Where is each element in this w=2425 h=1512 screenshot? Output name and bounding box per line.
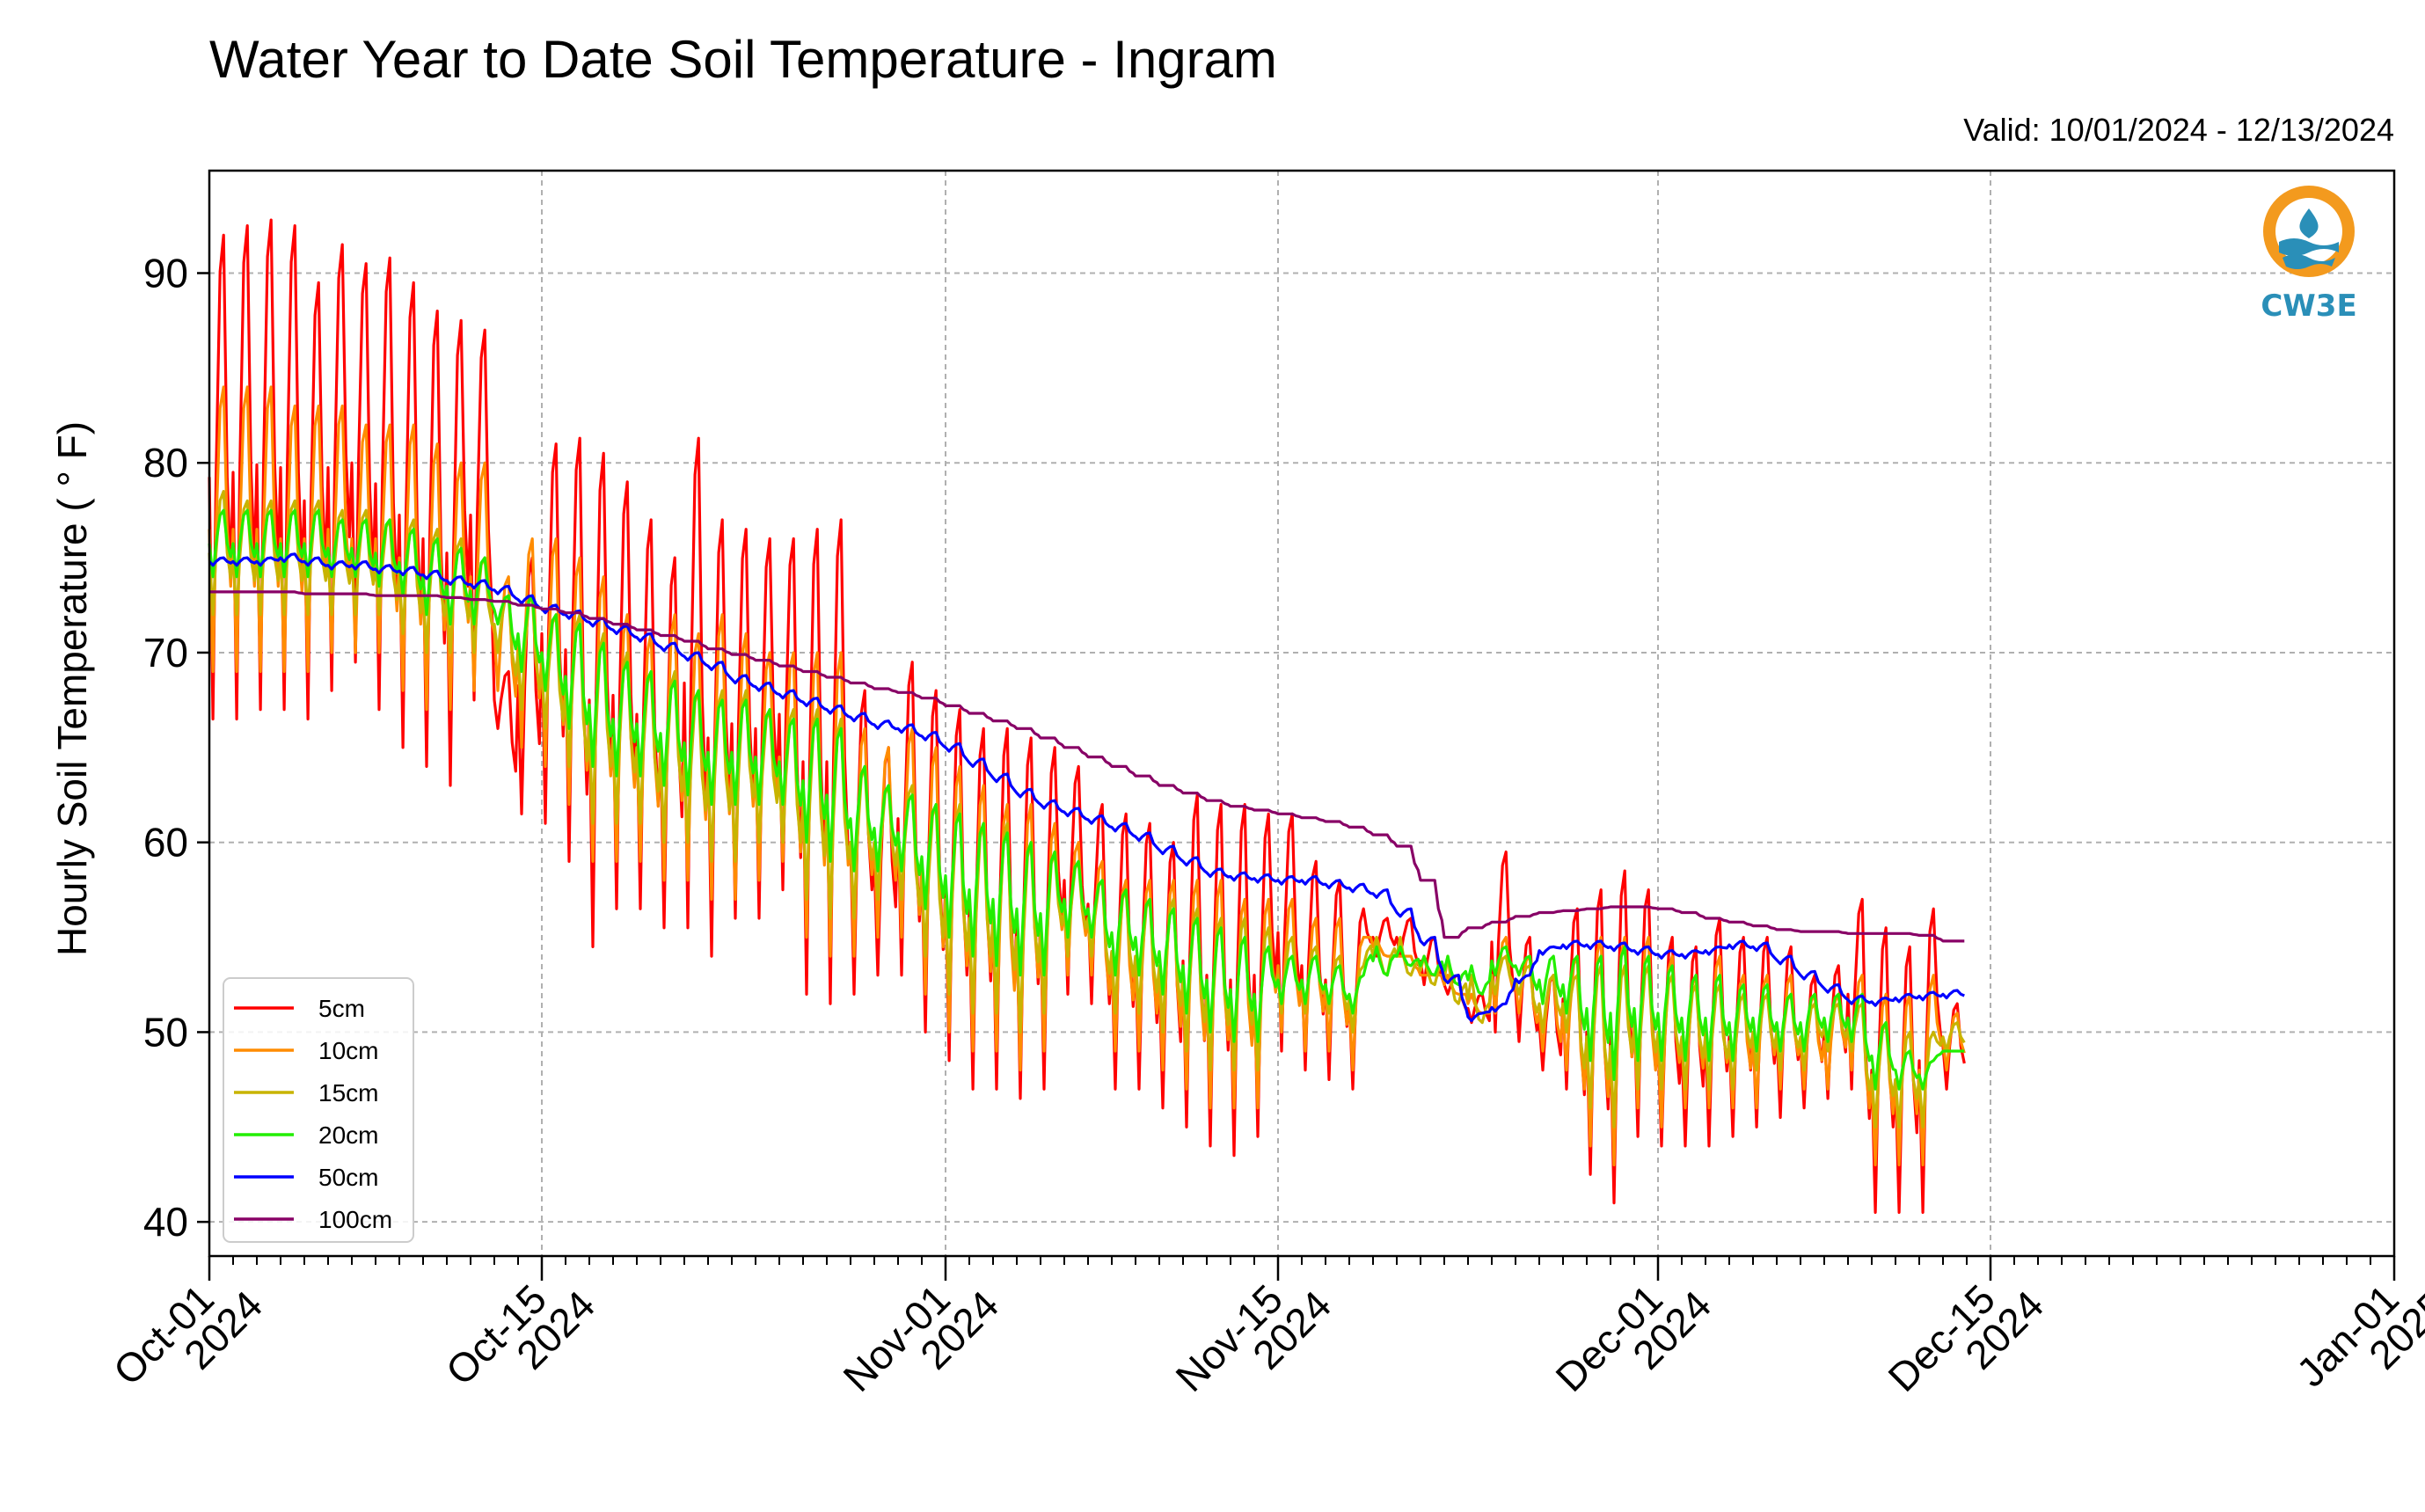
cw3e-logo: CW3E: [2261, 186, 2357, 324]
y-tick-label: 60: [143, 820, 188, 866]
series-line-20cm: [208, 508, 1965, 1091]
legend-label: 15cm: [318, 1079, 378, 1107]
series-line-100cm: [209, 590, 1965, 943]
series-line-50cm: [208, 552, 1965, 1023]
y-axis-label: Hourly Soil Temperature ( ° F): [49, 421, 95, 956]
legend-items: 5cm 10cm 15cm 20cm 50cm 100cm: [234, 995, 392, 1233]
legend-label: 10cm: [318, 1037, 378, 1064]
logo-text: CW3E: [2261, 289, 2356, 324]
y-axis-ticks: 40 50 60 70 80 90: [143, 250, 209, 1245]
water-drop-icon: [2299, 208, 2319, 238]
logo-wave-lower: [2283, 254, 2335, 269]
series-line-15cm: [208, 489, 1966, 1129]
legend-label: 5cm: [318, 995, 365, 1022]
y-tick-label: 80: [143, 440, 188, 486]
series-lines: [208, 218, 1966, 1215]
y-tick-label: 70: [143, 630, 188, 676]
legend-label: 100cm: [318, 1206, 392, 1233]
chart-subtitle: Valid: 10/01/2024 - 12/13/2024: [1963, 112, 2394, 148]
y-tick-label: 90: [143, 250, 188, 296]
logo-wave-upper: [2279, 238, 2339, 256]
legend: 5cm 10cm 15cm 20cm 50cm 100cm: [223, 977, 414, 1243]
chart-title: Water Year to Date Soil Temperature - In…: [209, 30, 1277, 89]
legend-label: 20cm: [318, 1121, 378, 1149]
y-tick-label: 50: [143, 1009, 188, 1055]
y-tick-label: 40: [143, 1199, 188, 1245]
legend-label: 50cm: [318, 1164, 378, 1191]
